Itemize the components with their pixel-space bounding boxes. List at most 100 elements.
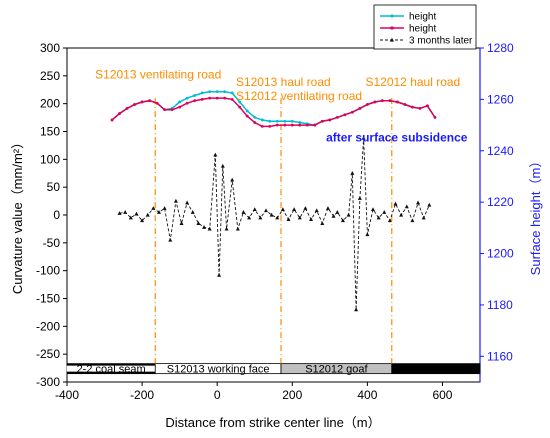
left-axis-ticks: -300 -250 -200 -150 -100 -50 0 50 100 150 200 250 30… [36, 41, 67, 389]
data-point [140, 218, 145, 223]
x-axis-ticks: -400 -200 0 200 400 600 [55, 382, 453, 402]
data-point [298, 121, 302, 124]
x-tick-label: -400 [55, 388, 79, 402]
y-left-tick-label: -150 [36, 292, 60, 306]
data-point [235, 226, 240, 231]
data-point [200, 91, 204, 95]
data-point [314, 208, 319, 213]
annotation-label: S12012 haul road [365, 75, 460, 89]
data-point [268, 119, 272, 123]
data-point [230, 177, 235, 182]
data-point [426, 104, 429, 108]
data-point [140, 100, 144, 104]
data-point [173, 198, 178, 203]
data-point [376, 215, 381, 220]
series-line-2 [119, 138, 430, 310]
data-point [427, 202, 432, 207]
annotation-label: S12013 ventilating road [95, 68, 221, 82]
x-tick-label: 600 [432, 388, 452, 402]
data-point [416, 200, 421, 205]
legend-label: 3 months later [409, 36, 473, 47]
data-point [387, 218, 392, 223]
data-point [245, 114, 249, 118]
data-point [123, 210, 128, 214]
data-point [253, 121, 257, 124]
data-point [269, 212, 274, 217]
data-point [343, 113, 347, 117]
data-point [380, 99, 384, 103]
data-point [125, 106, 129, 110]
y-left-tick-label: 0 [53, 208, 60, 222]
data-point [193, 94, 197, 97]
data-point [128, 215, 133, 220]
y-left-tick-label: 50 [47, 180, 61, 194]
data-point [162, 206, 167, 210]
x-tick-label: 0 [214, 388, 221, 402]
data-point [297, 215, 302, 220]
y-left-tick-label: -300 [36, 375, 60, 389]
data-point [275, 123, 279, 127]
data-point [418, 106, 422, 110]
data-point [280, 207, 285, 212]
data-point [370, 207, 375, 212]
data-point [305, 123, 309, 127]
data-point [309, 217, 314, 222]
data-point [357, 196, 362, 200]
data-point [388, 99, 392, 103]
data-point [275, 119, 279, 123]
data-point [133, 103, 136, 106]
data-point [290, 123, 294, 127]
y-right-tick-label: 1280 [487, 41, 514, 55]
data-point [230, 97, 234, 101]
data-point [117, 211, 122, 215]
data-point [354, 307, 359, 312]
data-point [320, 119, 324, 123]
y-right-tick-label: 1260 [487, 92, 514, 106]
data-point [200, 97, 204, 101]
data-point [328, 118, 332, 122]
data-point [238, 100, 242, 104]
y-left-tick-label: 150 [40, 125, 60, 139]
data-point [346, 212, 351, 217]
data-point [163, 108, 167, 112]
strip-label-bg [66, 365, 156, 372]
legend-marker [390, 26, 394, 30]
data-point [365, 232, 370, 237]
data-point [260, 118, 264, 122]
data-point [258, 215, 263, 220]
data-point [247, 215, 252, 220]
data-point [335, 115, 339, 119]
data-point [185, 200, 190, 205]
data-point [313, 123, 317, 127]
data-point [215, 90, 219, 94]
data-point [223, 96, 227, 100]
data-point [382, 210, 387, 214]
data-point [230, 91, 234, 95]
data-point [238, 105, 242, 109]
y-right-tick-label: 1160 [487, 349, 513, 363]
data-point [335, 210, 340, 214]
data-point [118, 112, 121, 115]
strip-segment [391, 363, 481, 375]
y-left-tick-label: -100 [36, 264, 60, 278]
data-point [365, 103, 369, 106]
data-point [373, 100, 377, 104]
data-point [320, 221, 325, 225]
series-group [110, 90, 437, 312]
y-left-tick-label: 300 [40, 41, 60, 55]
y-left-tick-label: -200 [36, 319, 60, 333]
data-point [178, 105, 182, 109]
data-point [193, 99, 197, 103]
data-point [202, 225, 207, 229]
data-point [168, 237, 173, 242]
legend-label: height [409, 24, 436, 35]
data-point [298, 123, 302, 127]
annotation-label: S12012 ventilating road [236, 89, 362, 103]
data-point [393, 201, 398, 206]
data-point [433, 115, 437, 119]
data-point [411, 105, 414, 109]
data-point [410, 218, 415, 223]
data-point [110, 118, 114, 122]
